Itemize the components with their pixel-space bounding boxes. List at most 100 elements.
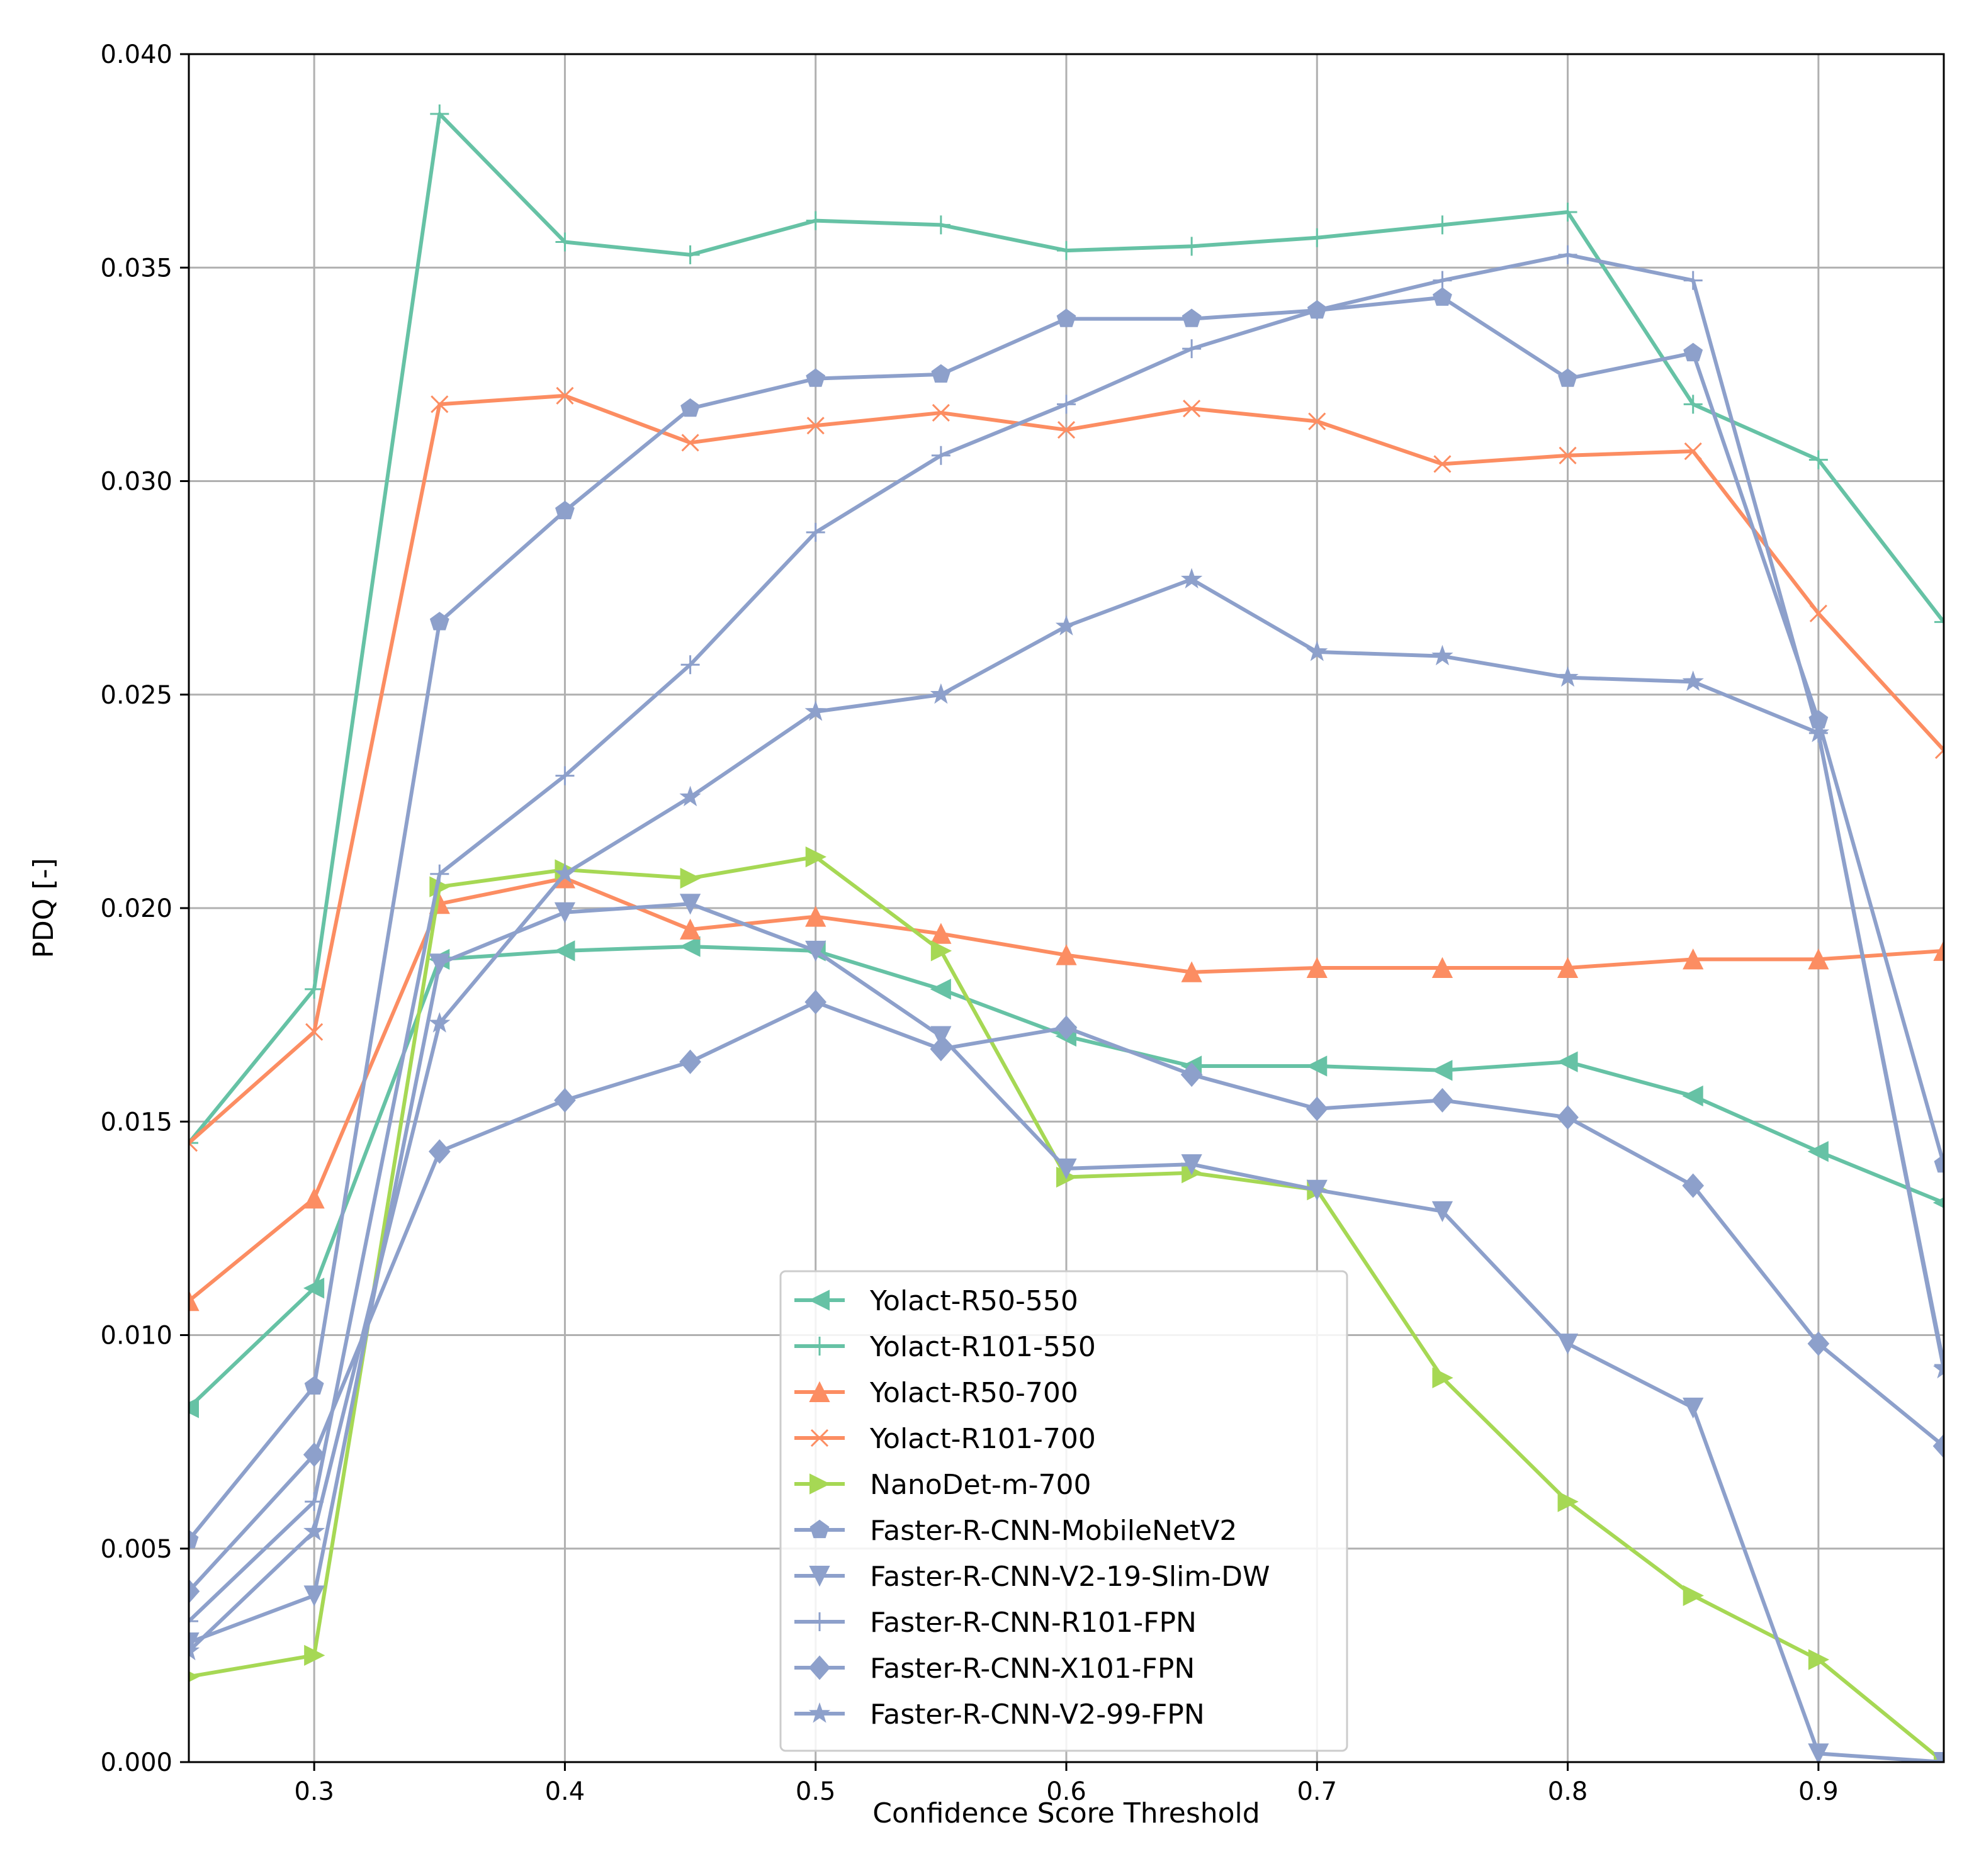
y-tick-label: 0.030 [100, 468, 172, 497]
data-point [931, 215, 950, 235]
legend-item: Yolact-R50-700 [794, 1377, 1078, 1409]
data-point [189, 1671, 200, 1682]
y-axis-label: PDQ [-] [28, 858, 60, 958]
data-point [1932, 1197, 1944, 1208]
series-faster-r-cnn-x101-fpn [189, 989, 1944, 1604]
data-point [1182, 308, 1202, 327]
data-point [555, 766, 575, 785]
data-point [680, 867, 701, 889]
data-point [679, 1049, 701, 1074]
data-point [189, 1134, 198, 1152]
data-point [680, 398, 701, 417]
data-point [804, 989, 827, 1014]
data-point [428, 1139, 451, 1164]
data-point [1431, 1060, 1453, 1081]
data-point [1183, 400, 1201, 418]
data-point [930, 1026, 952, 1047]
data-point [1808, 948, 1829, 970]
data-point [189, 1289, 200, 1312]
data-point [1683, 1397, 1704, 1419]
data-point [1932, 1357, 1944, 1379]
data-point [554, 862, 576, 884]
legend-item: Faster-R-CNN-R101-FPN [794, 1607, 1197, 1639]
y-tick-label: 0.040 [100, 40, 172, 69]
legend-item: Faster-R-CNN-V2-19-Slim-DW [794, 1561, 1270, 1593]
data-point [1431, 644, 1453, 666]
legend-label: NanoDet-m-700 [870, 1469, 1091, 1501]
data-point [1055, 1015, 1078, 1040]
legend-label: Yolact-R50-550 [869, 1285, 1078, 1317]
series-faster-r-cnn-r101-fpn [189, 245, 1944, 1631]
legend-label: Faster-R-CNN-MobileNetV2 [870, 1515, 1237, 1547]
data-point [680, 245, 700, 264]
series-yolact-r101-550 [189, 104, 1944, 1153]
x-tick-label: 0.3 [294, 1777, 334, 1806]
data-point [1056, 308, 1076, 327]
legend-label: Faster-R-CNN-V2-19-Slim-DW [870, 1561, 1270, 1593]
y-tick-label: 0.000 [100, 1748, 172, 1777]
series-group [189, 104, 1944, 1762]
data-point [1558, 203, 1577, 222]
data-point [431, 395, 449, 413]
data-point [1433, 215, 1452, 235]
data-point [430, 104, 449, 123]
data-point [805, 940, 826, 962]
legend-marker [810, 1337, 829, 1356]
data-point [1431, 1087, 1453, 1113]
data-point [1557, 1334, 1579, 1355]
data-point [1682, 1173, 1705, 1198]
legend-item: Yolact-R101-700 [794, 1423, 1096, 1455]
legend-label: Faster-R-CNN-X101-FPN [870, 1653, 1195, 1685]
data-point [1682, 1085, 1703, 1107]
data-point [1557, 666, 1579, 687]
x-tick-label: 0.9 [1798, 1777, 1839, 1806]
data-point [805, 906, 826, 927]
x-axis-label: Confidence Score Threshold [872, 1797, 1260, 1829]
data-point [429, 953, 450, 975]
data-point [554, 940, 575, 962]
series-faster-r-cnn-mobilenetv2 [189, 287, 1944, 1549]
data-point [1809, 604, 1827, 622]
data-point [1431, 1201, 1453, 1222]
data-point [1683, 948, 1704, 970]
data-point [931, 446, 950, 465]
data-point [930, 1036, 952, 1062]
y-tick-label: 0.020 [100, 894, 172, 923]
data-point [555, 232, 575, 252]
data-point [679, 936, 701, 957]
y-tick-label: 0.005 [100, 1535, 172, 1564]
data-point [1807, 1141, 1829, 1162]
data-point [189, 1639, 200, 1661]
legend-marker [809, 1381, 830, 1402]
data-point [1558, 368, 1578, 387]
data-point [1808, 450, 1828, 469]
data-point [1933, 940, 1944, 961]
series-faster-r-cnn-v2-99-fpn [189, 568, 1944, 1661]
legend-marker [809, 1473, 831, 1495]
data-point [806, 211, 825, 230]
data-point [1307, 228, 1327, 247]
data-point [806, 368, 826, 387]
data-point [679, 894, 701, 915]
data-point [1057, 395, 1076, 414]
data-point [1055, 615, 1078, 636]
data-point [805, 846, 826, 868]
data-point [1934, 741, 1944, 760]
data-point [1057, 421, 1076, 439]
legend-marker [808, 1289, 830, 1311]
data-point [1557, 957, 1579, 978]
data-point [303, 1520, 325, 1541]
data-point [681, 434, 699, 452]
legend-label: Yolact-R50-700 [869, 1377, 1078, 1409]
data-point [1306, 957, 1328, 978]
data-point [1934, 1154, 1944, 1173]
legend-marker [808, 1655, 831, 1680]
data-point [1557, 1491, 1579, 1512]
data-point [1682, 670, 1704, 691]
legend-box [779, 1270, 1348, 1752]
legend-marker [810, 1612, 829, 1631]
legend: Yolact-R50-550 Yolact-R101-550 Yolact-R50-… [779, 1270, 1348, 1752]
legend-label: Faster-R-CNN-V2-99-FPN [870, 1699, 1205, 1731]
data-point [1558, 245, 1577, 264]
